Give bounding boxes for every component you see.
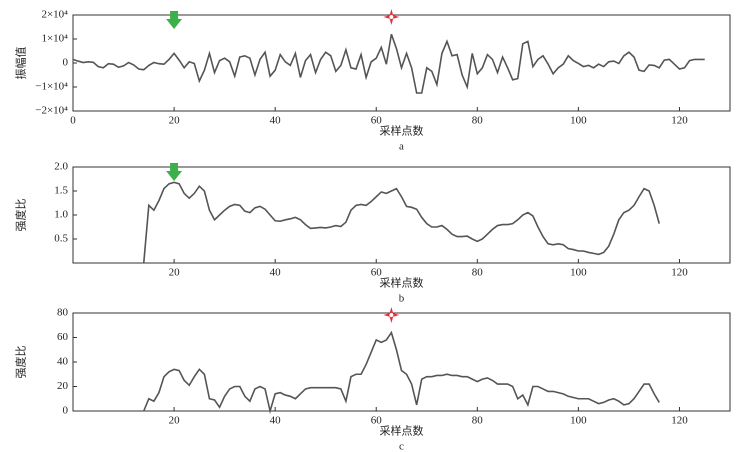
x-tick-label: 80 <box>472 267 484 279</box>
x-tick-label: 0 <box>70 115 76 127</box>
data-line <box>72 33 705 94</box>
x-tick-label: 100 <box>570 415 587 427</box>
y-tick-label: 1.5 <box>54 185 68 197</box>
y-tick-label: 80 <box>57 307 69 319</box>
arrow-marker <box>166 163 183 181</box>
x-axis-label: 采样点数 <box>380 124 424 138</box>
caption: a <box>399 141 404 153</box>
data-line <box>142 181 661 264</box>
y-tick-label: 60 <box>57 331 69 343</box>
x-tick-label: 120 <box>671 115 688 127</box>
x-tick-label: 40 <box>270 267 282 279</box>
y-tick-label: −2×10⁴ <box>35 105 68 117</box>
data-line <box>143 330 660 415</box>
y-tick-label: 0 <box>63 57 69 69</box>
y-tick-label: 0 <box>63 405 69 417</box>
y-tick-label: 0.5 <box>54 233 68 245</box>
y-tick-label: 1.0 <box>54 209 68 221</box>
x-tick-label: 20 <box>169 115 181 127</box>
x-tick-label: 80 <box>472 115 484 127</box>
plot-frame <box>72 312 731 412</box>
y-tick-label: 20 <box>57 380 69 392</box>
x-tick-label: 60 <box>371 115 383 127</box>
star-center <box>389 15 394 19</box>
y-tick-label: 1×10⁴ <box>41 33 68 45</box>
x-tick-label: 40 <box>270 115 282 127</box>
y-tick-label: 40 <box>57 356 69 368</box>
y-tick-label: 2×10⁴ <box>41 9 68 21</box>
y-tick-label: −1×10⁴ <box>35 81 68 93</box>
plot-frame <box>72 14 731 112</box>
plot-frame <box>72 166 731 264</box>
y-tick-label: 2.0 <box>54 161 68 173</box>
x-tick-label: 20 <box>169 267 181 279</box>
x-tick-label: 60 <box>371 415 383 427</box>
x-tick-label: 80 <box>472 415 484 427</box>
x-tick-label: 100 <box>570 115 587 127</box>
arrow-marker <box>166 11 183 29</box>
x-tick-label: 20 <box>169 415 181 427</box>
y-axis-label: 振幅值 <box>14 47 28 80</box>
y-axis-label: 强度比 <box>14 346 28 379</box>
x-tick-label: 120 <box>671 267 688 279</box>
x-axis-label: 采样点数 <box>380 276 424 290</box>
x-tick-label: 40 <box>270 415 282 427</box>
y-axis-label: 强度比 <box>14 199 28 232</box>
x-tick-label: 60 <box>371 267 383 279</box>
x-tick-label: 100 <box>570 267 587 279</box>
caption: c <box>399 441 404 452</box>
x-axis-label: 采样点数 <box>380 424 424 438</box>
star-center <box>389 313 394 317</box>
x-tick-label: 120 <box>671 415 688 427</box>
caption: b <box>399 293 405 305</box>
